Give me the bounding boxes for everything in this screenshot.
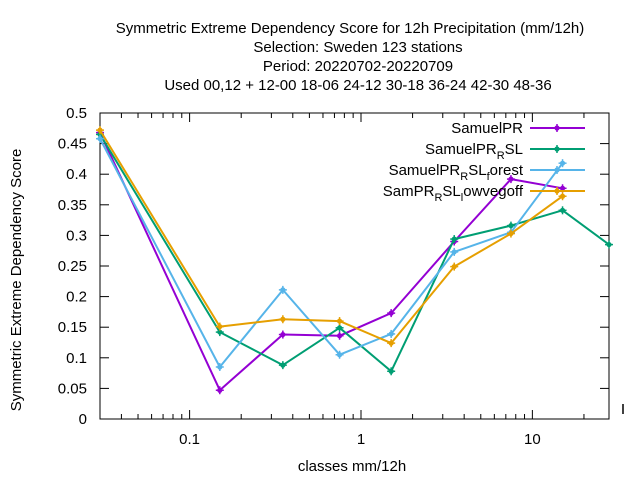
y-tick-label: 0.5 [66, 105, 87, 122]
data-point [450, 247, 459, 256]
legend: SamuelPR SamuelPRRSLSamuelPRRSLforestSamP… [383, 120, 585, 204]
data-point [278, 315, 287, 324]
data-point [558, 159, 567, 168]
x-tick-label: 10 [524, 431, 541, 448]
chart-subtitle-period: Period: 20220702-20220709 [263, 58, 453, 75]
x-tick-label: 0.1 [179, 431, 200, 448]
chart-subtitle-selection: Selection: Sweden 123 stations [253, 39, 462, 56]
series-3 [96, 126, 567, 348]
data-point [335, 350, 344, 359]
data-point [387, 367, 396, 376]
chart-title: Symmetric Extreme Dependency Score for 1… [116, 20, 585, 37]
series-line [99, 138, 564, 368]
series-line [99, 132, 563, 392]
legend-label: SamuelPRRSL [425, 141, 523, 162]
data-point [335, 323, 344, 332]
y-axis-label: Symmetric Extreme Dependency Score [8, 149, 25, 412]
data-point [450, 262, 459, 271]
legend-sample [530, 124, 585, 132]
plot-border [99, 112, 610, 420]
legend-label: SamPRRSLlowvegoff [383, 183, 524, 204]
y-tick-label: 0 [79, 411, 87, 428]
legend-label: SamuelPR [451, 120, 523, 137]
data-point [506, 175, 515, 184]
data-point [335, 317, 344, 326]
data-point [387, 309, 396, 318]
data-point [278, 285, 287, 294]
data-point [215, 386, 224, 395]
data-point [506, 221, 515, 230]
data-point [605, 240, 613, 249]
data-point [215, 362, 224, 371]
y-tick-label: 0.05 [58, 380, 87, 397]
legend-sample [530, 166, 585, 174]
data-point [215, 322, 224, 331]
data-point [278, 330, 287, 339]
data-point [558, 192, 567, 201]
y-tick-label: 0.25 [58, 258, 87, 275]
data-point [96, 134, 104, 143]
y-tick-label: 0.4 [66, 166, 87, 183]
y-tick-label: 0.2 [66, 289, 87, 306]
y-tick-label: 0.35 [58, 197, 87, 214]
x-axis-ticks: 0.1 1 10 [99, 113, 585, 448]
y-tick-label: 0.3 [66, 227, 87, 244]
data-point [558, 184, 567, 193]
legend-sample [530, 145, 585, 153]
legend-label: SamuelPRRSLforest [389, 162, 524, 183]
data-point [335, 331, 344, 340]
chart-subtitle-used: Used 00,12 + 12-00 18-06 24-12 30-18 36-… [164, 77, 551, 94]
x-axis-label: classes mm/12h [298, 458, 406, 475]
data-point [387, 339, 396, 348]
chart-title-block: Symmetric Extreme Dependency Score for 1… [116, 20, 585, 94]
series-1 [96, 130, 613, 376]
y-tick-label: 0.1 [66, 350, 87, 367]
data-point [278, 361, 287, 370]
data-point [506, 229, 515, 238]
data-point [96, 126, 104, 135]
y-axis-ticks: 0 0.05 0.1 0.15 0.2 0.25 0.3 0.35 0.4 0.45 0.5 [58, 105, 609, 428]
data-point [450, 235, 459, 244]
y-tick-label: 0.45 [58, 136, 87, 153]
legend-sample [530, 187, 585, 195]
x-tick-label: 1 [357, 431, 365, 448]
data-point [387, 329, 396, 338]
data-point [558, 206, 567, 215]
series-layer [96, 126, 613, 395]
series-line [99, 129, 564, 345]
y-tick-label: 0.15 [58, 319, 87, 336]
